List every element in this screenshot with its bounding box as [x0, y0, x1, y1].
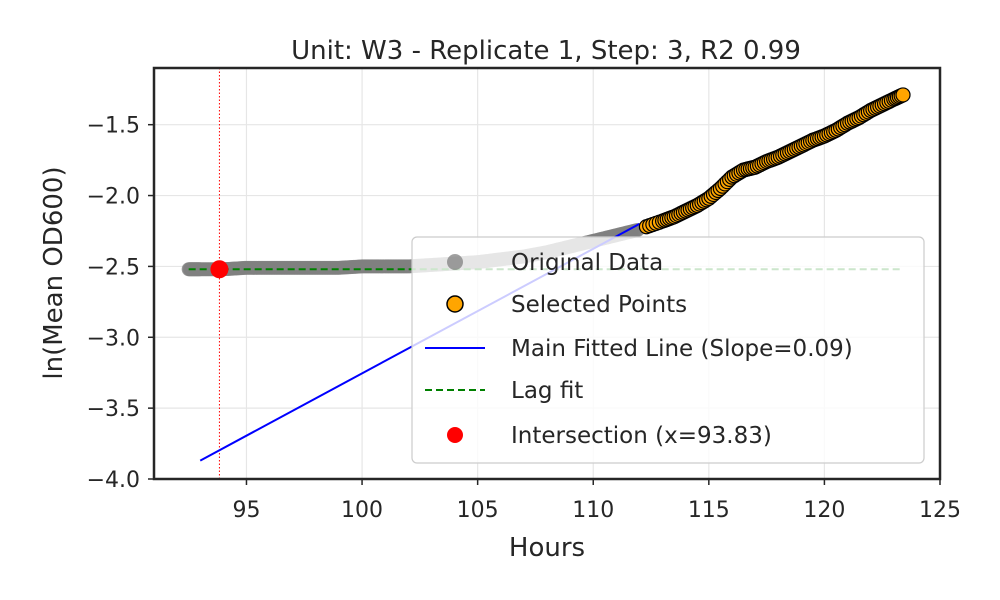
- x-tick-label: 95: [232, 498, 260, 523]
- x-tick-label: 100: [341, 498, 383, 523]
- y-tick-label: −2.5: [87, 255, 140, 280]
- plot-frame: [152, 66, 942, 481]
- chart-title: Unit: W3 - Replicate 1, Step: 3, R2 0.99: [291, 36, 801, 66]
- y-tick-label: −3.5: [87, 397, 140, 422]
- x-tick-label: 105: [457, 498, 499, 523]
- y-tick-label: −1.5: [87, 114, 140, 139]
- legend-intersection-marker: [447, 427, 463, 443]
- intersection-point: [210, 260, 229, 279]
- y-tick-label: −2.0: [87, 185, 140, 210]
- legend-label: Lag fit: [511, 378, 583, 404]
- legend-label: Original Data: [511, 250, 663, 276]
- legend: Original Data Selected Points Main Fitted …: [411, 236, 925, 464]
- y-tick-label: −4.0: [87, 468, 140, 493]
- x-tick-label: 110: [572, 498, 614, 523]
- legend-label: Main Fitted Line (Slope=0.09): [511, 336, 853, 362]
- y-tick-label: −3.0: [87, 326, 140, 351]
- axis-ticks: 95 100 105 110 115 120 125 −4.0 −3.5 −3.0 −2.5 −2.0…: [87, 114, 961, 523]
- x-tick-label: 115: [688, 498, 730, 523]
- legend-label: Selected Points: [511, 292, 687, 318]
- x-tick-label: 125: [919, 498, 961, 523]
- x-axis-label: Hours: [509, 533, 585, 563]
- y-axis-label: ln(Mean OD600): [39, 166, 69, 379]
- legend-box: [411, 236, 925, 464]
- x-tick-label: 120: [803, 498, 845, 523]
- legend-selected-marker: [446, 295, 464, 313]
- legend-original-marker: [447, 254, 463, 270]
- selected-data-point: [895, 87, 911, 103]
- legend-label: Intersection (x=93.83): [511, 423, 772, 449]
